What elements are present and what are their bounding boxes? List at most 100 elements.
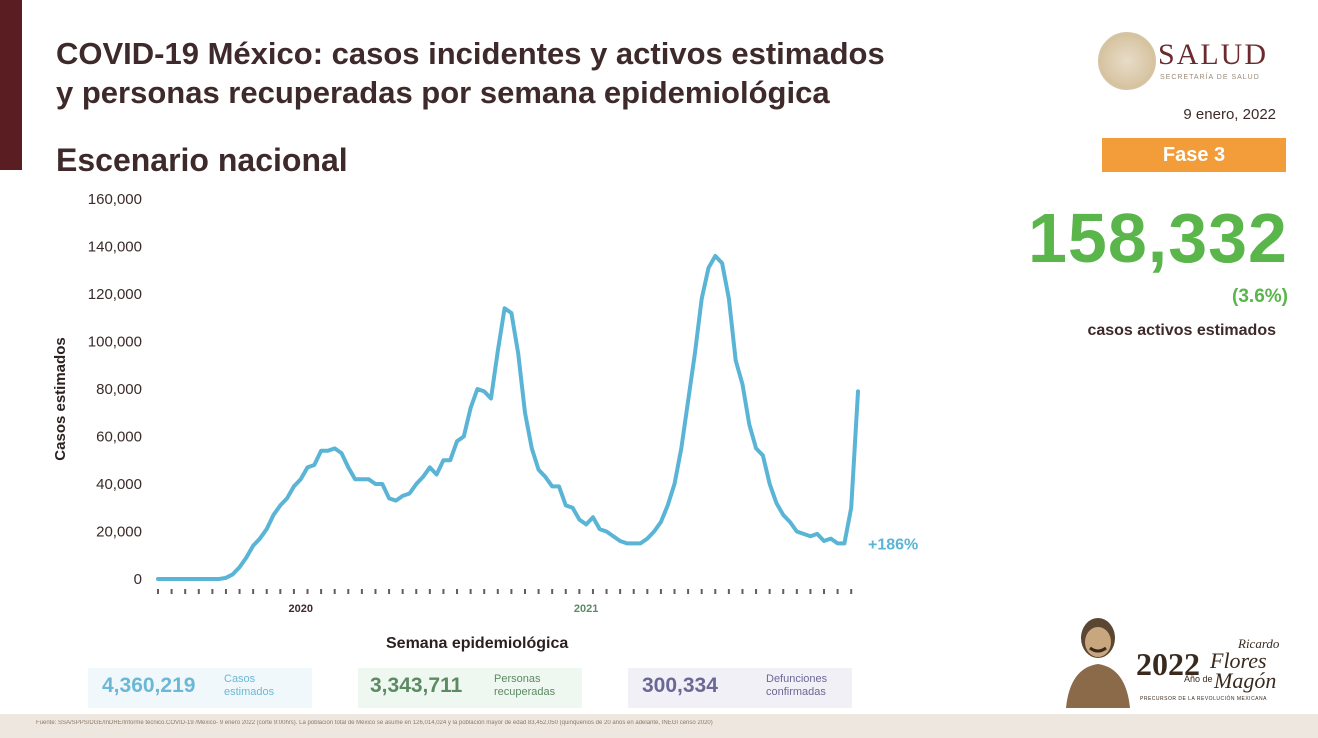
data-point bbox=[163, 577, 167, 581]
y-tick-label: 100,000 bbox=[88, 334, 142, 351]
stat-deaths-label-1: Defunciones bbox=[766, 673, 828, 685]
data-point bbox=[244, 556, 248, 560]
data-point bbox=[210, 577, 214, 581]
y-axis-title: Casos estimados bbox=[52, 337, 69, 460]
x-tick-mark bbox=[836, 589, 839, 594]
stat-recovered: 3,343,711 Personas recuperadas bbox=[358, 668, 582, 708]
x-tick-mark bbox=[727, 589, 730, 594]
x-tick-mark bbox=[496, 589, 499, 594]
footer-source: Fuente: SSA/SPPS/DGE/InDRE/Informe técni… bbox=[36, 720, 713, 726]
x-tick-mark bbox=[469, 589, 472, 594]
data-point bbox=[197, 577, 201, 581]
data-point bbox=[571, 506, 575, 510]
data-point bbox=[258, 537, 262, 541]
data-point bbox=[774, 501, 778, 505]
data-point bbox=[618, 539, 622, 543]
data-point bbox=[326, 449, 330, 453]
title-line-2: y personas recuperadas por semana epidem… bbox=[56, 75, 830, 110]
data-point bbox=[652, 530, 656, 533]
data-point bbox=[836, 541, 840, 545]
data-point bbox=[700, 297, 704, 301]
title-line-1: COVID-19 México: casos incidentes y acti… bbox=[56, 36, 885, 71]
y-tick-label: 80,000 bbox=[96, 381, 142, 398]
data-point bbox=[428, 465, 432, 469]
x-tick-mark bbox=[700, 589, 703, 594]
x-tick-mark bbox=[809, 589, 812, 594]
x-tick-mark bbox=[279, 589, 282, 594]
data-point bbox=[740, 382, 744, 386]
logo-text: SALUD bbox=[1158, 38, 1269, 71]
data-point bbox=[611, 534, 615, 538]
x-tick-mark bbox=[347, 589, 350, 594]
data-point bbox=[401, 494, 405, 498]
data-point bbox=[808, 534, 812, 538]
data-point bbox=[686, 399, 690, 403]
x-tick-mark bbox=[795, 589, 798, 594]
data-point bbox=[407, 492, 411, 495]
data-point bbox=[550, 484, 554, 488]
data-point bbox=[802, 532, 806, 536]
data-point bbox=[564, 503, 568, 507]
data-point bbox=[387, 496, 391, 500]
x-tick-mark bbox=[510, 589, 513, 594]
stat-deaths-value: 300,334 bbox=[642, 674, 718, 697]
x-tick-mark bbox=[850, 589, 853, 594]
data-point bbox=[842, 541, 846, 545]
data-point bbox=[441, 458, 445, 462]
data-point bbox=[516, 351, 520, 355]
data-point bbox=[421, 475, 425, 479]
data-point bbox=[299, 477, 303, 481]
x-tick-mark bbox=[388, 589, 391, 594]
data-point bbox=[333, 446, 337, 450]
data-point bbox=[482, 389, 486, 393]
data-point bbox=[509, 311, 513, 315]
x-tick-mark bbox=[564, 589, 567, 594]
x-tick-mark bbox=[605, 589, 608, 594]
y-tick-label: 60,000 bbox=[96, 429, 142, 446]
page-subtitle: Escenario nacional bbox=[56, 142, 348, 178]
data-point bbox=[781, 513, 785, 517]
x-tick-mark bbox=[591, 589, 594, 594]
data-point bbox=[639, 541, 643, 545]
cases-line-chart: Casos estimados 0 20,000 40,000 60,000 80,00… bbox=[52, 191, 918, 615]
data-point bbox=[768, 482, 772, 486]
data-point bbox=[312, 463, 316, 467]
data-point bbox=[265, 527, 269, 531]
data-point bbox=[251, 544, 255, 548]
x-axis-ticks bbox=[157, 589, 853, 594]
data-point bbox=[706, 266, 710, 270]
x-tick-mark bbox=[442, 589, 445, 594]
data-point bbox=[306, 465, 310, 469]
year-label: 2020 bbox=[288, 603, 312, 615]
data-point bbox=[455, 439, 459, 443]
stat-cases-label-1: Casos bbox=[224, 673, 256, 685]
data-point bbox=[238, 565, 242, 569]
data-point bbox=[795, 530, 799, 533]
data-point bbox=[285, 496, 289, 500]
x-axis-title: Semana epidemiológica bbox=[386, 635, 569, 652]
report-date: 9 enero, 2022 bbox=[1183, 106, 1276, 123]
data-point bbox=[720, 261, 724, 265]
data-point bbox=[584, 522, 588, 526]
x-tick-mark bbox=[551, 589, 554, 594]
data-point bbox=[183, 577, 187, 581]
data-point bbox=[489, 397, 493, 400]
data-point bbox=[353, 477, 357, 481]
data-point bbox=[339, 451, 343, 455]
x-tick-mark bbox=[823, 589, 826, 594]
data-point bbox=[231, 572, 235, 576]
data-point bbox=[170, 577, 174, 581]
data-point bbox=[673, 482, 677, 486]
data-point bbox=[591, 515, 595, 519]
emblem-ano: Año de bbox=[1184, 674, 1213, 684]
stat-deaths-label-2: confirmadas bbox=[766, 686, 826, 698]
data-point bbox=[360, 477, 364, 481]
series-points bbox=[156, 254, 860, 581]
data-point bbox=[822, 539, 826, 543]
stat-recovered-label-2: recuperadas bbox=[494, 686, 556, 698]
x-tick-mark bbox=[306, 589, 309, 594]
x-tick-mark bbox=[456, 589, 459, 594]
data-point bbox=[272, 513, 276, 517]
salud-logo: SALUD SECRETARÍA DE SALUD bbox=[1098, 32, 1288, 92]
data-point bbox=[829, 537, 833, 541]
